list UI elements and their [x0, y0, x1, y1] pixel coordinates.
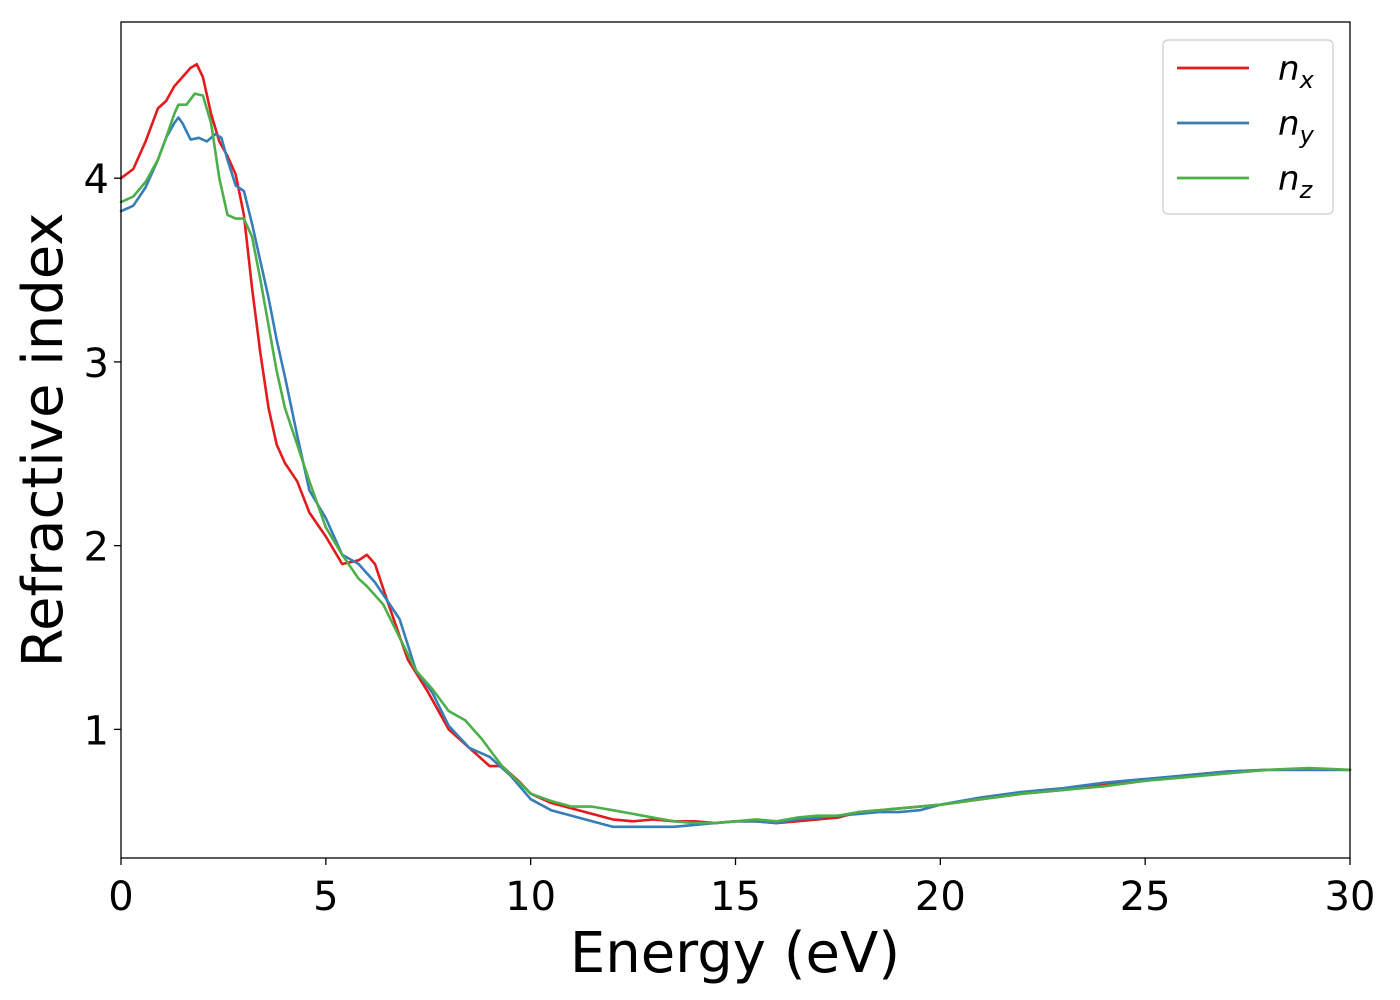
series-line-nz	[119, 92, 1352, 825]
plot-lines	[119, 63, 1352, 829]
legend: nx ny nz	[1162, 39, 1334, 215]
y-tick-label: 1	[84, 708, 109, 754]
y-axis-ticks: 1 2 3 4	[84, 157, 121, 754]
legend-label-nx: nx	[1278, 49, 1315, 94]
y-tick-label: 4	[84, 157, 109, 203]
legend-label-nz: nz	[1278, 159, 1314, 204]
x-axis-ticks: 0 5 10 15 20 25 30	[108, 858, 1375, 920]
legend-label-ny: ny	[1278, 104, 1315, 149]
x-tick-label: 20	[915, 874, 966, 920]
legend-box	[1162, 39, 1334, 215]
x-tick-label: 10	[505, 874, 556, 920]
x-tick-label: 5	[313, 874, 338, 920]
x-axis-title: Energy (eV)	[570, 921, 900, 986]
x-tick-label: 25	[1120, 874, 1171, 920]
x-tick-label: 0	[108, 874, 133, 920]
y-tick-label: 2	[84, 525, 109, 571]
y-axis-title: Refractive index	[11, 213, 76, 668]
y-tick-label: 3	[84, 341, 109, 387]
x-tick-label: 15	[710, 874, 761, 920]
x-tick-label: 30	[1325, 874, 1376, 920]
